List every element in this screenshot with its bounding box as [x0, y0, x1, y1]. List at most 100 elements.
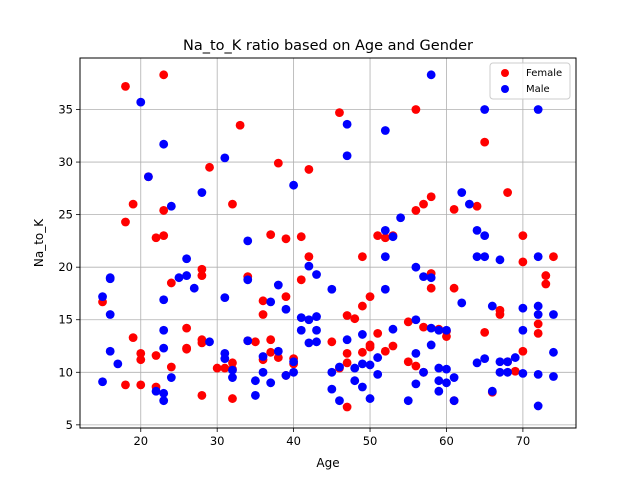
data-point-male — [152, 387, 161, 396]
data-point-male — [266, 378, 275, 387]
data-point-male — [106, 310, 115, 319]
data-point-male — [350, 364, 359, 373]
data-point-male — [304, 315, 313, 324]
data-point-male — [534, 302, 543, 311]
data-point-male — [473, 252, 482, 261]
legend-label-female: Female — [526, 68, 562, 79]
data-point-female — [266, 335, 275, 344]
data-point-male — [518, 304, 527, 313]
data-point-male — [175, 273, 184, 282]
data-point-female — [136, 381, 145, 390]
data-point-male — [457, 188, 466, 197]
data-point-female — [121, 381, 130, 390]
data-point-male — [480, 231, 489, 240]
data-point-female — [549, 252, 558, 261]
data-point-female — [297, 232, 306, 241]
data-point-male — [289, 357, 298, 366]
data-point-male — [167, 202, 176, 211]
data-point-male — [389, 232, 398, 241]
data-point-female — [152, 351, 161, 360]
data-point-female — [366, 343, 375, 352]
data-point-male — [312, 337, 321, 346]
data-point-male — [220, 354, 229, 363]
data-point-male — [373, 370, 382, 379]
data-point-male — [427, 70, 436, 79]
data-point-male — [350, 376, 359, 385]
data-point-male — [534, 310, 543, 319]
data-point-male — [389, 325, 398, 334]
data-point-female — [197, 338, 206, 347]
y-tick-label: 20 — [58, 260, 73, 274]
data-point-male — [488, 387, 497, 396]
data-point-female — [427, 284, 436, 293]
data-point-female — [213, 364, 222, 373]
data-point-female — [343, 349, 352, 358]
data-point-male — [358, 330, 367, 339]
data-point-male — [312, 270, 321, 279]
data-point-male — [381, 285, 390, 294]
data-point-male — [304, 338, 313, 347]
data-point-female — [304, 165, 313, 174]
data-point-female — [518, 258, 527, 267]
data-point-male — [450, 396, 459, 405]
data-point-female — [358, 252, 367, 261]
data-point-male — [297, 326, 306, 335]
data-point-male — [282, 305, 291, 314]
data-point-female — [152, 233, 161, 242]
data-point-female — [236, 121, 245, 130]
data-point-male — [427, 341, 436, 350]
data-point-male — [304, 262, 313, 271]
legend-marker-female — [501, 69, 509, 77]
data-point-female — [343, 358, 352, 367]
x-tick-label: 70 — [516, 434, 531, 448]
data-point-male — [190, 284, 199, 293]
legend-label-male: Male — [526, 84, 550, 95]
data-point-female — [450, 205, 459, 214]
data-point-female — [518, 347, 527, 356]
data-point-female — [373, 329, 382, 338]
data-point-male — [228, 373, 237, 382]
data-point-male — [243, 275, 252, 284]
data-point-female — [381, 347, 390, 356]
data-point-male — [381, 226, 390, 235]
data-point-male — [358, 383, 367, 392]
data-point-female — [129, 333, 138, 342]
data-point-female — [541, 280, 550, 289]
y-tick-label: 5 — [66, 418, 73, 432]
y-tick-label: 15 — [58, 313, 73, 327]
data-point-male — [434, 364, 443, 373]
data-point-male — [220, 293, 229, 302]
data-point-male — [282, 371, 291, 380]
data-point-female — [503, 188, 512, 197]
data-point-male — [450, 373, 459, 382]
data-point-female — [404, 357, 413, 366]
data-point-female — [266, 230, 275, 239]
data-point-male — [335, 396, 344, 405]
data-point-female — [404, 317, 413, 326]
data-point-female — [389, 342, 398, 351]
data-point-male — [434, 387, 443, 396]
data-point-male — [518, 326, 527, 335]
data-point-male — [327, 368, 336, 377]
data-point-female — [480, 328, 489, 337]
data-point-female — [297, 275, 306, 284]
data-point-male — [327, 285, 336, 294]
data-point-female — [419, 200, 428, 209]
data-point-female — [129, 200, 138, 209]
data-point-female — [282, 234, 291, 243]
data-point-female — [350, 314, 359, 323]
data-point-male — [243, 236, 252, 245]
data-point-male — [159, 295, 168, 304]
data-point-female — [541, 271, 550, 280]
data-point-female — [121, 218, 130, 227]
data-point-male — [480, 252, 489, 261]
y-tick-label: 10 — [58, 365, 73, 379]
data-point-male — [427, 324, 436, 333]
data-point-male — [434, 326, 443, 335]
data-point-male — [411, 379, 420, 388]
data-point-male — [327, 385, 336, 394]
data-point-male — [373, 353, 382, 362]
data-point-male — [534, 252, 543, 261]
data-point-male — [511, 353, 520, 362]
